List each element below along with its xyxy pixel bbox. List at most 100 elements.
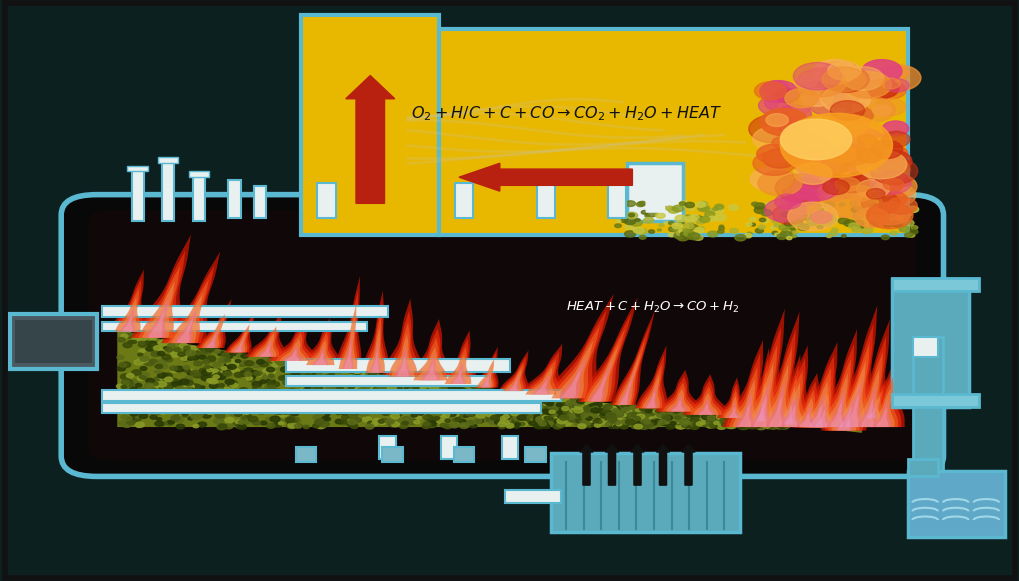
Circle shape (678, 413, 685, 417)
Circle shape (513, 403, 523, 409)
Circle shape (835, 145, 870, 166)
Circle shape (496, 406, 501, 410)
Polygon shape (774, 370, 806, 427)
Circle shape (531, 401, 541, 407)
Circle shape (196, 408, 206, 414)
Circle shape (713, 417, 723, 422)
Circle shape (791, 156, 814, 170)
Circle shape (204, 399, 213, 404)
Circle shape (149, 384, 158, 389)
Circle shape (774, 174, 823, 202)
Circle shape (266, 398, 271, 401)
Polygon shape (759, 346, 792, 427)
Circle shape (498, 408, 508, 414)
Circle shape (466, 404, 471, 407)
Circle shape (827, 163, 861, 182)
Circle shape (371, 422, 377, 426)
Circle shape (222, 366, 228, 370)
Circle shape (352, 374, 358, 377)
Circle shape (691, 412, 697, 415)
Circle shape (293, 405, 304, 411)
Polygon shape (857, 383, 884, 418)
Circle shape (381, 383, 387, 386)
Circle shape (816, 184, 846, 202)
Circle shape (902, 220, 913, 226)
Circle shape (558, 407, 568, 413)
Circle shape (882, 221, 893, 227)
Circle shape (723, 425, 730, 428)
Circle shape (173, 348, 180, 352)
Circle shape (652, 410, 658, 413)
Circle shape (534, 408, 539, 412)
Polygon shape (506, 375, 519, 391)
Circle shape (165, 347, 172, 352)
Circle shape (199, 345, 208, 350)
Bar (317, 183, 335, 218)
Circle shape (871, 134, 890, 144)
Circle shape (669, 422, 679, 427)
Circle shape (165, 421, 173, 425)
Circle shape (851, 206, 862, 213)
Circle shape (426, 423, 432, 426)
Circle shape (665, 413, 675, 418)
Polygon shape (854, 368, 878, 427)
Circle shape (564, 407, 572, 411)
Circle shape (206, 356, 215, 361)
FancyBboxPatch shape (61, 195, 943, 476)
Circle shape (570, 408, 576, 413)
Circle shape (726, 423, 736, 429)
Circle shape (169, 391, 175, 394)
Circle shape (489, 402, 495, 406)
Circle shape (758, 422, 765, 426)
Circle shape (203, 349, 209, 353)
Circle shape (376, 408, 384, 413)
Bar (382, 447, 403, 462)
Circle shape (408, 388, 416, 392)
Circle shape (126, 333, 131, 336)
Polygon shape (816, 344, 855, 427)
Circle shape (569, 407, 575, 411)
Circle shape (265, 417, 272, 421)
Circle shape (320, 378, 326, 382)
Circle shape (450, 394, 460, 400)
Circle shape (260, 357, 270, 363)
Circle shape (185, 350, 196, 356)
Circle shape (302, 375, 311, 380)
Polygon shape (279, 339, 306, 361)
Circle shape (751, 424, 759, 428)
Circle shape (543, 422, 552, 426)
Circle shape (869, 221, 874, 224)
Circle shape (668, 422, 677, 428)
Circle shape (664, 414, 674, 419)
Circle shape (163, 346, 169, 350)
Circle shape (542, 409, 550, 414)
Polygon shape (866, 377, 897, 427)
Polygon shape (502, 363, 524, 391)
Polygon shape (740, 327, 781, 427)
Polygon shape (790, 389, 820, 427)
Circle shape (574, 406, 580, 409)
Circle shape (444, 406, 454, 412)
Circle shape (139, 339, 147, 344)
Polygon shape (167, 279, 209, 343)
Circle shape (715, 206, 722, 210)
Circle shape (252, 382, 261, 387)
Circle shape (326, 393, 335, 398)
Polygon shape (531, 374, 549, 394)
FancyArrow shape (579, 444, 593, 485)
Circle shape (791, 221, 799, 226)
Circle shape (254, 399, 263, 404)
Circle shape (794, 163, 832, 184)
Circle shape (725, 424, 731, 428)
Circle shape (245, 393, 252, 397)
Circle shape (194, 411, 203, 417)
Circle shape (759, 81, 797, 102)
Circle shape (764, 421, 773, 426)
Circle shape (584, 418, 592, 423)
Circle shape (587, 399, 595, 404)
Circle shape (346, 393, 356, 399)
Circle shape (616, 419, 625, 424)
Circle shape (656, 412, 665, 418)
Circle shape (391, 410, 400, 415)
Circle shape (425, 407, 432, 411)
